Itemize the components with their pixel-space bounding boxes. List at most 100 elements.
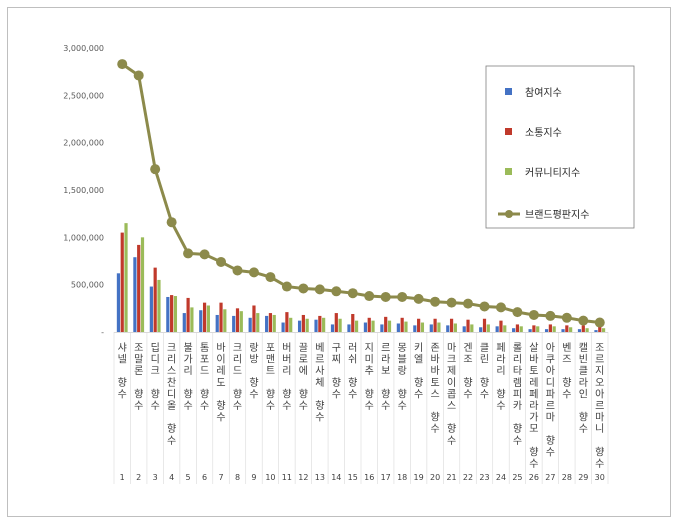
bar <box>437 322 441 332</box>
bar <box>334 313 338 332</box>
category-index: 13 <box>315 473 325 482</box>
bar <box>347 324 351 332</box>
bar <box>367 317 371 332</box>
bar <box>581 325 585 332</box>
category-index: 21 <box>446 473 456 482</box>
bar <box>190 307 194 332</box>
line-point <box>281 281 292 292</box>
bar <box>219 302 223 332</box>
legend-swatch <box>505 88 512 95</box>
line-series <box>117 59 605 328</box>
bar <box>199 310 203 332</box>
bar <box>598 326 602 332</box>
category-index: 1 <box>120 473 125 482</box>
line-point <box>561 312 572 323</box>
bar <box>400 317 404 332</box>
bar <box>153 267 157 332</box>
bar <box>548 324 552 332</box>
category-index: 28 <box>562 473 572 482</box>
line-point <box>216 256 227 267</box>
chart-frame: - 500,000 1,000,000 1,500,000 2,000,000 2,500… <box>7 7 671 517</box>
bar <box>285 312 289 332</box>
line-point <box>479 301 490 312</box>
category-index: 22 <box>463 473 473 482</box>
line-point <box>298 283 309 294</box>
category-index: 27 <box>545 473 555 482</box>
bar <box>387 320 392 332</box>
category-index: 4 <box>169 473 174 482</box>
line-point <box>166 217 177 228</box>
bar <box>479 327 483 332</box>
category-index: 12 <box>298 473 308 482</box>
bar <box>330 324 335 332</box>
bar <box>528 329 532 332</box>
bar <box>417 318 421 332</box>
line-point <box>495 302 506 313</box>
bar <box>519 326 523 332</box>
bar <box>532 325 536 332</box>
bar <box>371 320 375 332</box>
bar <box>594 330 598 332</box>
bar <box>482 318 487 332</box>
line-point <box>232 265 243 276</box>
bar <box>338 318 342 332</box>
bar <box>157 279 161 332</box>
legend-marker <box>505 210 513 218</box>
y-tick-label: 1,000,000 <box>63 233 104 242</box>
bar <box>561 329 565 332</box>
bar-series <box>116 223 606 332</box>
bar <box>486 324 490 332</box>
line-point <box>199 249 210 260</box>
bar <box>499 320 503 332</box>
legend-swatch <box>505 168 512 175</box>
bar <box>396 323 400 332</box>
line-point <box>545 310 556 321</box>
bar <box>116 273 121 332</box>
chart: - 500,000 1,000,000 1,500,000 2,000,000 2,500… <box>63 44 635 484</box>
bar <box>384 316 388 332</box>
legend-label: 참여지수 <box>525 87 562 99</box>
bar <box>289 317 293 332</box>
y-tick-label: 500,000 <box>71 281 104 290</box>
line-point <box>463 298 474 309</box>
bar <box>565 325 569 332</box>
bar <box>429 324 433 332</box>
bar <box>404 321 408 332</box>
category-index: 17 <box>381 473 391 482</box>
legend-swatch <box>505 128 512 135</box>
bar <box>281 322 285 332</box>
bar <box>536 326 540 332</box>
line-point <box>117 59 128 70</box>
category-index: 19 <box>414 473 424 482</box>
bar <box>470 324 474 332</box>
y-tick-label: 3,000,000 <box>63 44 104 53</box>
bar <box>133 257 137 332</box>
category-index: 14 <box>331 473 341 482</box>
legend-label: 소통지수 <box>525 127 562 139</box>
category-index: 25 <box>512 473 522 482</box>
bar <box>173 296 178 332</box>
bar <box>351 314 355 332</box>
bar <box>235 308 240 332</box>
bar <box>466 319 470 332</box>
category-index: 16 <box>364 473 374 482</box>
bar <box>569 327 573 332</box>
